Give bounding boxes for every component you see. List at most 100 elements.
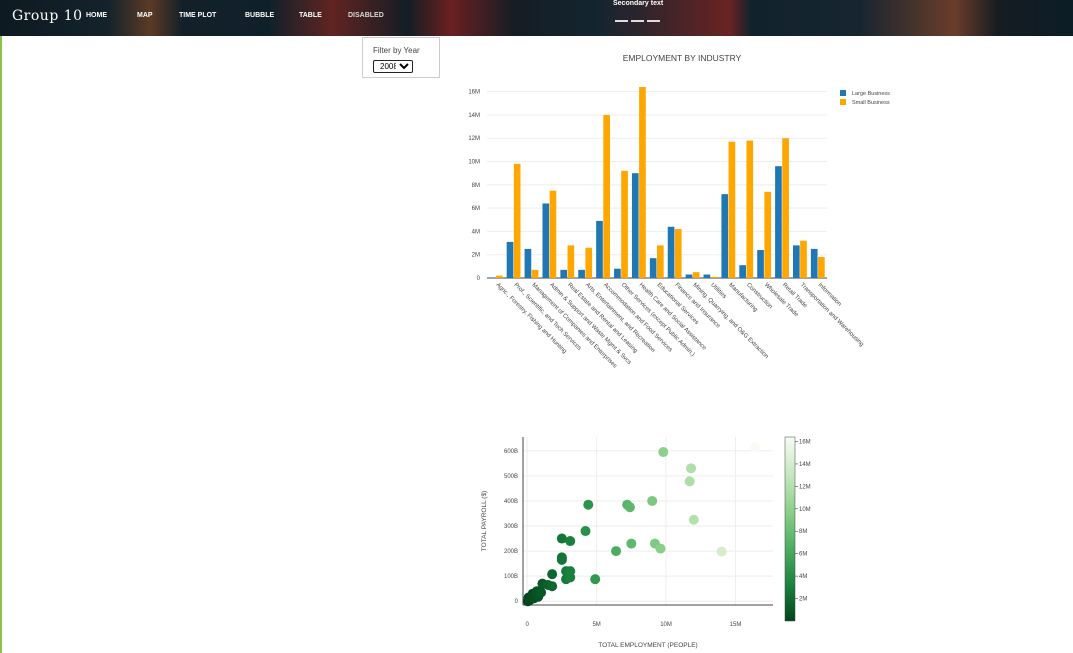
bar-small-business [585,247,593,278]
y-tick-label: 4M [472,229,480,235]
colorbar [784,436,796,622]
year-select[interactable]: 2008 [373,60,413,73]
y-tick-label: 400B [504,499,518,505]
bar-large-business [739,265,746,278]
y-tick-label: 10M [468,160,480,166]
scatter-point [647,495,658,506]
bar-large-business [614,268,621,278]
scatter-point [556,554,567,565]
bar-small-business [549,190,557,278]
y-tick-label: 6M [472,206,480,212]
secondary-indicator [615,20,660,22]
bar-large-business [596,220,603,278]
scatter-point [547,581,558,592]
indicator-bar [615,20,628,22]
x-axis-title: TOTAL EMPLOYMENT (PEOPLE) [598,642,697,649]
x-tick-label: 10M [660,622,672,628]
bar-small-business [728,141,736,278]
bar-small-business [800,240,807,278]
y-tick-label: 12M [468,136,480,142]
scatter-point [536,587,547,598]
bar-large-business [631,173,639,278]
filter-label: Filter by Year [373,46,420,55]
bar-small-business [710,276,718,278]
bar-large-business [578,269,585,278]
scatter-point [611,546,622,557]
bar-large-business [649,258,657,278]
x-tick-label: 5M [592,622,600,628]
bar-small-business [567,245,575,278]
scatter-point [686,463,697,474]
nav-item-home[interactable]: HOME [86,12,107,19]
bar-small-business [782,138,789,278]
y-tick-label: 8M [472,183,480,189]
secondary-text: Secondary text [613,0,664,7]
bar-large-business [667,226,675,278]
colorbar-tick-label: 12M [799,484,811,490]
bar-large-business [810,248,818,278]
bar-large-business [793,245,800,278]
scatter-point [580,526,591,537]
indicator-bar [631,20,644,22]
bar-small-business [639,86,646,278]
scatter-point [655,543,666,554]
bar-large-business [506,241,514,278]
indicator-bar [647,20,660,22]
x-tick-label: 15M [730,622,742,628]
scatter-point [565,536,576,547]
scatter-point [583,499,594,510]
bar-small-business [621,170,628,278]
y-tick-label: 14M [468,113,480,119]
bar-large-business [560,269,568,278]
bar-small-business [531,269,539,278]
nav-item-table[interactable]: TABLE [299,12,322,19]
colorbar-tick-label: 14M [799,462,811,468]
colorbar-tick-label: 2M [799,597,807,603]
scatter-point [556,533,567,544]
y-tick-label: 0 [477,276,481,282]
nav-item-disabled: DISABLED [348,12,384,19]
colorbar-tick-label: 4M [799,574,807,580]
bar-large-business [524,248,532,278]
colorbar-tick-label: 16M [799,439,811,445]
legend-swatch [840,99,846,105]
y-tick-label: 100B [504,574,518,580]
employment-by-industry-chart: EMPLOYMENT BY INDUSTRY 0 2M 4M 6M 8M 10M 12M 14M… [468,53,890,369]
y-tick-label: 600B [504,449,518,455]
scatter-point [626,538,637,549]
legend-label: Large Business [852,91,890,97]
nav-item-map[interactable]: MAP [137,12,153,19]
y-tick-label: 0 [515,599,519,605]
colorbar-tick-label: 8M [799,529,807,535]
nav-item-bubble[interactable]: BUBBLE [245,12,275,19]
bar-large-business [721,194,729,278]
payroll-vs-employment-scatter: 0 100B 200B 300B 400B 500B 600B 0 5M 10M 15M TOTAL … [481,436,811,649]
y-tick-label: 500B [504,474,518,480]
colorbar-tick-label: 10M [799,507,811,513]
bar-small-business [657,245,664,278]
y-tick-label: 16M [468,90,480,96]
bar-small-business [674,229,682,278]
bar-small-business [513,163,521,278]
bar-small-business [818,257,825,278]
bar-small-business [603,114,610,278]
top-nav-bar: Group 10 Secondary text HOME MAP TIME PLOT… [0,0,1073,36]
scatter-point [658,447,669,458]
legend-label: Small Business [852,100,890,106]
year-filter-card: Filter by Year 2008 [362,37,440,78]
y-tick-label: 200B [504,549,518,555]
nav-item-time-plot[interactable]: TIME PLOT [179,12,217,19]
scatter-point [684,476,695,487]
y-tick-label: 300B [504,524,518,530]
y-axis-title: TOTAL PAYROLL ($) [481,491,488,551]
scatter-point [547,569,558,580]
brand-logo[interactable]: Group 10 [12,8,83,24]
scatter-point [624,502,635,513]
bar-small-business [692,272,700,278]
bar-small-business [746,140,754,278]
scatter-point [716,546,727,557]
scatter-point [565,572,576,583]
scatter-point [688,514,699,525]
colorbar-tick-label: 6M [799,552,807,558]
x-tick-label: Prof., Scientific, and Tech Services [512,282,581,351]
